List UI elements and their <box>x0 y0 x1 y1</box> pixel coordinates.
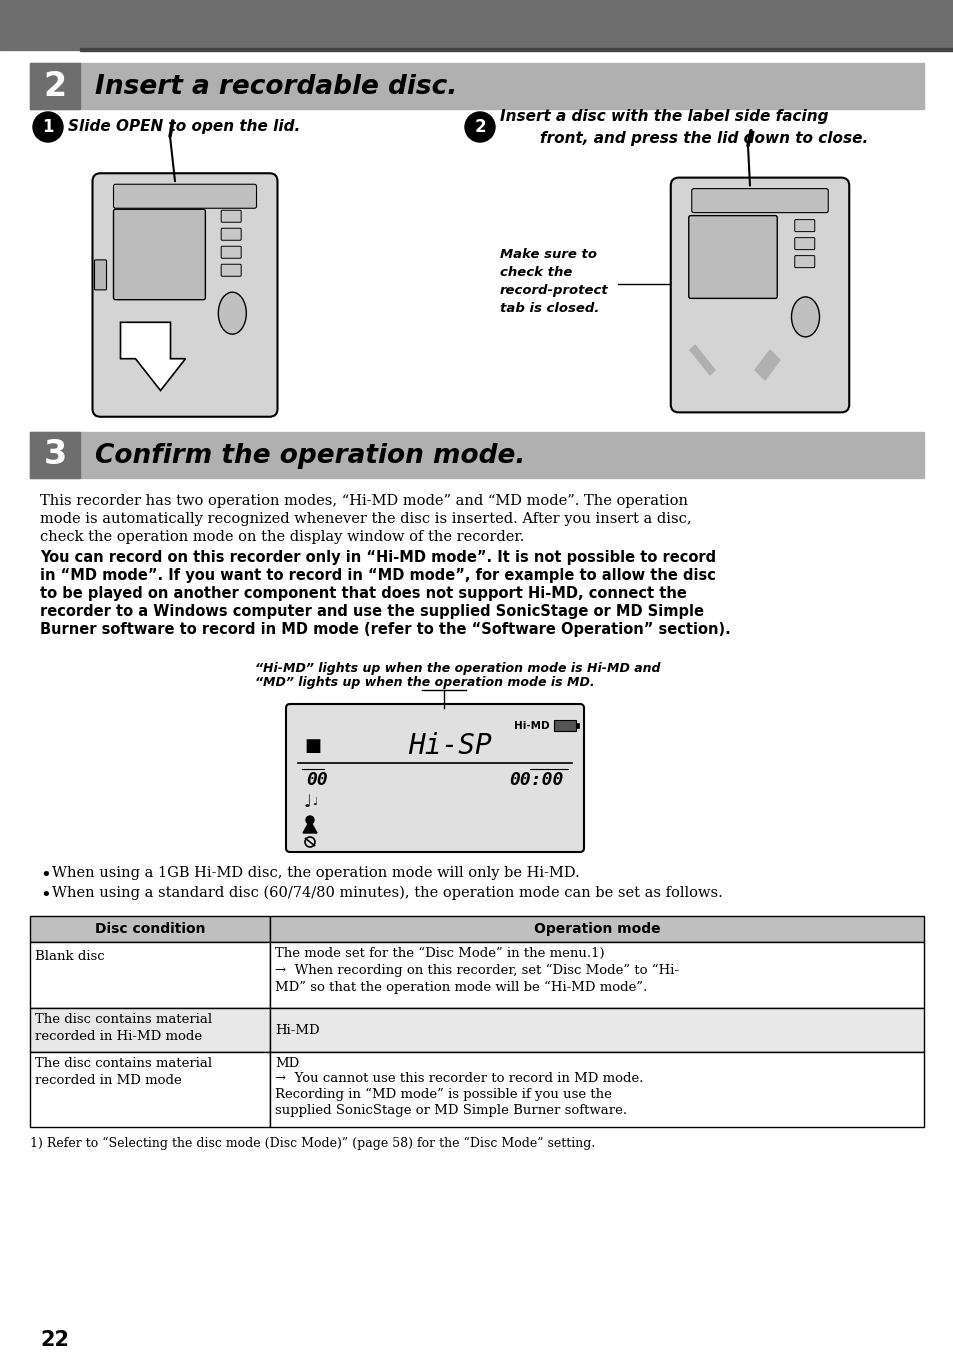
Bar <box>270 1052 923 1128</box>
Text: to be played on another component that does not support Hi-MD, connect the: to be played on another component that d… <box>40 586 686 601</box>
Text: recorder to a Windows computer and use the supplied SonicStage or MD Simple: recorder to a Windows computer and use t… <box>40 604 703 619</box>
Text: check the operation mode on the display window of the recorder.: check the operation mode on the display … <box>40 531 524 544</box>
Bar <box>30 1008 270 1052</box>
Bar <box>30 62 923 109</box>
Text: Hi-SP: Hi-SP <box>407 731 491 760</box>
Bar <box>554 721 576 731</box>
Circle shape <box>306 816 314 824</box>
FancyBboxPatch shape <box>94 261 107 290</box>
Text: Slide OPEN to open the lid.: Slide OPEN to open the lid. <box>68 119 300 134</box>
FancyBboxPatch shape <box>794 220 814 232</box>
FancyBboxPatch shape <box>286 704 583 852</box>
Text: Confirm the operation mode.: Confirm the operation mode. <box>95 442 525 470</box>
Ellipse shape <box>218 292 246 334</box>
Text: •: • <box>40 886 51 904</box>
Bar <box>270 916 923 942</box>
Text: 1: 1 <box>42 118 53 136</box>
Text: When using a standard disc (60/74/80 minutes), the operation mode can be set as : When using a standard disc (60/74/80 min… <box>52 886 722 901</box>
Text: Hi-MD: Hi-MD <box>514 721 550 731</box>
Text: MD: MD <box>274 1057 299 1071</box>
Text: →  When recording on this recorder, set “Disc Mode” to “Hi-: → When recording on this recorder, set “… <box>274 963 679 977</box>
Text: You can record on this recorder only in “Hi-MD mode”. It is not possible to reco: You can record on this recorder only in … <box>40 550 716 565</box>
Text: recorded in MD mode: recorded in MD mode <box>35 1073 182 1087</box>
Text: 22: 22 <box>40 1330 69 1350</box>
Text: 2: 2 <box>474 118 485 136</box>
Bar <box>270 1008 923 1052</box>
FancyBboxPatch shape <box>794 237 814 250</box>
Bar <box>30 62 80 109</box>
Polygon shape <box>120 323 185 391</box>
Text: The disc contains material: The disc contains material <box>35 1012 212 1026</box>
Text: •: • <box>40 866 51 883</box>
Text: MD” so that the operation mode will be “Hi-MD mode”.: MD” so that the operation mode will be “… <box>274 981 647 995</box>
FancyBboxPatch shape <box>688 216 777 299</box>
FancyBboxPatch shape <box>691 189 827 213</box>
Text: ♩: ♩ <box>304 792 312 811</box>
Text: Burner software to record in MD mode (refer to the “Software Operation” section): Burner software to record in MD mode (re… <box>40 622 730 636</box>
Bar <box>0 0 953 50</box>
Text: Disc condition: Disc condition <box>94 921 205 936</box>
Text: ♩: ♩ <box>312 797 317 807</box>
FancyBboxPatch shape <box>221 246 241 258</box>
Text: When using a 1GB Hi-MD disc, the operation mode will only be Hi-MD.: When using a 1GB Hi-MD disc, the operati… <box>52 866 579 879</box>
Text: “MD” lights up when the operation mode is MD.: “MD” lights up when the operation mode i… <box>254 676 594 689</box>
Text: recorded in Hi-MD mode: recorded in Hi-MD mode <box>35 1030 202 1044</box>
Polygon shape <box>675 305 744 385</box>
Text: This recorder has two operation modes, “Hi-MD mode” and “MD mode”. The operation: This recorder has two operation modes, “… <box>40 494 687 508</box>
Text: ■: ■ <box>304 737 320 754</box>
Text: The mode set for the “Disc Mode” in the menu.1): The mode set for the “Disc Mode” in the … <box>274 947 604 959</box>
Ellipse shape <box>791 297 819 337</box>
Text: 1) Refer to “Selecting the disc mode (Disc Mode)” (page 58) for the “Disc Mode” : 1) Refer to “Selecting the disc mode (Di… <box>30 1137 595 1151</box>
Text: 00:00: 00:00 <box>509 771 563 788</box>
Text: “Hi-MD” lights up when the operation mode is Hi-MD and: “Hi-MD” lights up when the operation mod… <box>254 662 659 674</box>
Text: 3: 3 <box>43 438 67 471</box>
Bar <box>80 47 953 52</box>
Text: Insert a disc with the label side facing: Insert a disc with the label side facing <box>499 110 827 125</box>
Circle shape <box>464 113 495 142</box>
Text: front, and press the lid down to close.: front, and press the lid down to close. <box>539 132 867 147</box>
Text: Insert a recordable disc.: Insert a recordable disc. <box>95 75 456 100</box>
Polygon shape <box>303 824 316 833</box>
Text: mode is automatically recognized whenever the disc is inserted. After you insert: mode is automatically recognized wheneve… <box>40 512 691 527</box>
Text: Recording in “MD mode” is possible if you use the: Recording in “MD mode” is possible if yo… <box>274 1088 611 1102</box>
FancyBboxPatch shape <box>221 210 241 223</box>
Bar <box>30 432 80 478</box>
FancyBboxPatch shape <box>221 265 241 277</box>
Text: Blank disc: Blank disc <box>35 950 105 963</box>
Polygon shape <box>689 345 714 375</box>
FancyBboxPatch shape <box>92 174 277 417</box>
Bar <box>30 916 270 942</box>
FancyBboxPatch shape <box>221 228 241 240</box>
Text: 2: 2 <box>44 69 67 103</box>
FancyBboxPatch shape <box>113 209 205 300</box>
Bar <box>30 1052 270 1128</box>
Text: →  You cannot use this recorder to record in MD mode.: → You cannot use this recorder to record… <box>274 1072 643 1086</box>
Text: Make sure to
check the
record-protect
tab is closed.: Make sure to check the record-protect ta… <box>499 248 608 315</box>
FancyBboxPatch shape <box>794 255 814 267</box>
FancyBboxPatch shape <box>113 185 256 208</box>
Bar <box>576 723 578 727</box>
Bar <box>270 942 923 1008</box>
Text: supplied SonicStage or MD Simple Burner software.: supplied SonicStage or MD Simple Burner … <box>274 1105 626 1117</box>
Polygon shape <box>754 350 780 380</box>
Bar <box>30 942 270 1008</box>
Text: 00: 00 <box>306 771 328 788</box>
Text: Hi-MD: Hi-MD <box>274 1023 319 1037</box>
Text: in “MD mode”. If you want to record in “MD mode”, for example to allow the disc: in “MD mode”. If you want to record in “… <box>40 569 715 584</box>
FancyBboxPatch shape <box>670 178 848 413</box>
Text: The disc contains material: The disc contains material <box>35 1057 212 1071</box>
Bar <box>30 432 923 478</box>
Text: Operation mode: Operation mode <box>533 921 659 936</box>
Circle shape <box>33 113 63 142</box>
